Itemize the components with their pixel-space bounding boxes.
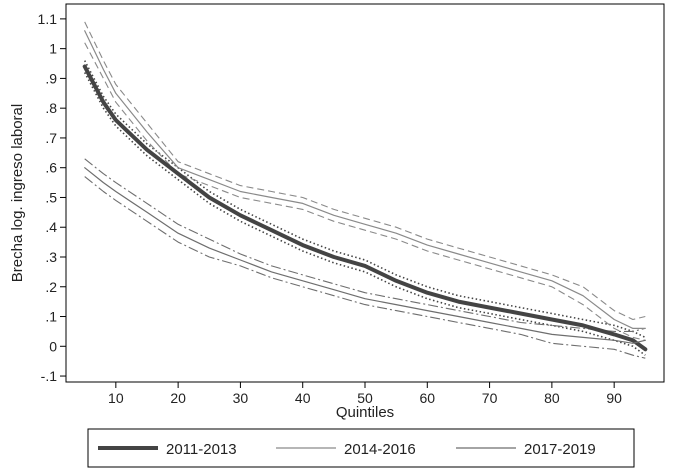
legend-label-2014-2016: 2014-2016 [344, 441, 416, 458]
y-tick-label: .5 [45, 189, 57, 205]
y-tick-label: 1.1 [38, 11, 58, 27]
y-tick-label: .2 [45, 279, 57, 295]
x-axis: 10 20 30 40 50 60 70 80 90 [108, 382, 622, 406]
x-tick-label: 10 [108, 390, 124, 406]
ci-lower-2014-2016 [84, 42, 646, 341]
ci-upper-2011-2013 [83, 60, 646, 339]
y-tick-label: .3 [45, 249, 57, 265]
series-line-2011-2013 [82, 64, 648, 352]
y-tick-label: 0 [49, 338, 57, 354]
series-lines [82, 30, 648, 352]
legend: 2011-2013 2014-2016 2017-2019 [87, 428, 635, 468]
series-line-2014-2016 [84, 30, 646, 329]
x-tick-label: 80 [544, 390, 560, 406]
x-tick-label: 40 [295, 390, 311, 406]
x-tick-label: 30 [233, 390, 249, 406]
confidence-bands [83, 21, 646, 359]
legend-label-2017-2019: 2017-2019 [524, 441, 596, 458]
y-tick-label: -.1 [41, 368, 58, 384]
y-axis-title: Brecha log. ingreso laboral [9, 104, 26, 282]
y-tick-label: .6 [45, 160, 57, 176]
y-axis: -.1 0 .1 .2 .3 .4 .5 .6 .7 .8 .9 1 1.1 [38, 11, 66, 384]
y-tick-label: .9 [45, 70, 57, 86]
x-tick-label: 20 [170, 390, 186, 406]
legend-box [87, 428, 635, 468]
y-tick-label: .7 [45, 130, 57, 146]
ci-lower-2011-2013 [83, 72, 646, 356]
ci-lower-2017-2019 [84, 176, 646, 359]
y-tick-label: .1 [45, 309, 57, 325]
series-line-2017-2019 [84, 167, 646, 344]
x-tick-label: 90 [606, 390, 622, 406]
legend-label-2011-2013: 2011-2013 [166, 441, 237, 458]
x-tick-label: 50 [357, 390, 373, 406]
y-tick-label: .8 [45, 100, 57, 116]
x-tick-label: 70 [482, 390, 498, 406]
ci-upper-2014-2016 [84, 21, 646, 321]
y-tick-label: .4 [45, 219, 57, 235]
x-tick-label: 60 [420, 390, 436, 406]
ci-upper-2017-2019 [84, 158, 646, 332]
y-tick-label: 1 [49, 41, 57, 57]
x-axis-title: Quintiles [336, 404, 394, 421]
